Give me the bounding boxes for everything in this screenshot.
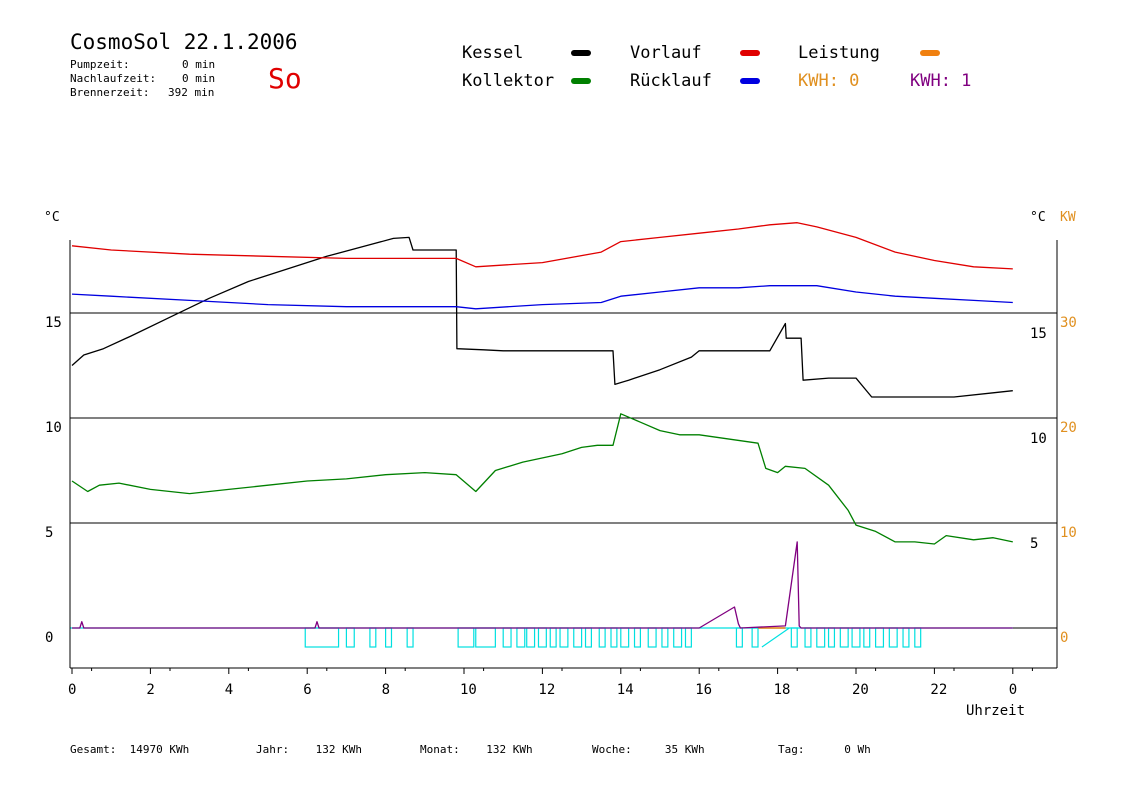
- x-tick-label: 2: [146, 682, 154, 698]
- x-tick-label: 4: [225, 682, 233, 698]
- pump-run: [661, 627, 669, 648]
- footer-monat: Monat: 132 KWh: [420, 743, 533, 756]
- brennerzeit-label: Brennerzeit:: [70, 86, 150, 99]
- pump-run: [369, 627, 377, 648]
- pump-run: [406, 627, 414, 648]
- pump-run: [537, 627, 547, 648]
- legend-vorlauf: Vorlauf: [630, 43, 702, 63]
- weekday-label: So: [268, 62, 302, 95]
- pump-run: [888, 627, 898, 648]
- footer-tag: Tag: 0 Wh: [778, 743, 871, 756]
- pump-run: [345, 627, 355, 648]
- pump-run: [804, 627, 812, 648]
- pump-run: [457, 627, 475, 648]
- chart-series: [70, 222, 1013, 648]
- pump-run: [647, 627, 657, 648]
- pump-run: [610, 627, 618, 648]
- legend-kwh0: KWH: 0: [798, 71, 860, 91]
- x-axis-label: Uhrzeit: [966, 703, 1025, 719]
- footer-woche: Woche: 35 KWh: [592, 743, 705, 756]
- pump-run: [304, 627, 340, 648]
- x-tick-label: 12: [538, 682, 555, 698]
- legend-leistung: Leistung: [798, 43, 880, 63]
- y-tick-label-left: 10: [45, 420, 62, 436]
- y-tick-label-kw: 10: [1060, 525, 1077, 541]
- pump-run: [620, 627, 630, 648]
- y-tick-label-kw: 0: [1060, 630, 1068, 646]
- pump-run: [751, 627, 759, 648]
- x-tick-label: 14: [617, 682, 634, 698]
- y-axis-label-right: °C: [1030, 210, 1046, 225]
- pump-run: [526, 627, 536, 648]
- pump-ramp: [761, 627, 790, 648]
- pump-run: [559, 627, 569, 648]
- x-tick-label: 6: [303, 682, 311, 698]
- legend-kollektor: Kollektor: [462, 71, 555, 91]
- pump-run: [839, 627, 849, 648]
- y-tick-label-left: 15: [45, 315, 62, 331]
- y-tick-label-kw: 30: [1060, 315, 1077, 331]
- pump-run: [735, 627, 743, 648]
- chart-axes: °C °C KW 0 5 10 15 5 10 15 0 10 20 30 0 2 4 6 8 10 12 14 16 18 2…: [44, 210, 1077, 719]
- y-tick-label-left: 0: [45, 630, 53, 646]
- series-kollektor: [71, 413, 1013, 545]
- legend-vorlauf-swatch: [740, 50, 760, 56]
- x-tick-label: 10: [460, 682, 477, 698]
- x-tick-label: 0: [68, 682, 76, 698]
- pump-run: [598, 627, 606, 648]
- pump-run: [385, 627, 393, 648]
- series-kwh1: [72, 541, 1013, 629]
- pumpzeit-label: Pumpzeit:: [70, 58, 130, 71]
- pump-run: [502, 627, 512, 648]
- pump-run: [827, 627, 836, 648]
- pump-run: [584, 627, 593, 648]
- legend-kollektor-swatch: [571, 78, 591, 84]
- x-tick-label: 8: [382, 682, 390, 698]
- pump-run: [549, 627, 557, 648]
- legend-kessel-swatch: [571, 50, 591, 56]
- y-tick-label-right: 10: [1030, 431, 1047, 447]
- chart-title: CosmoSol 22.1.2006: [70, 30, 298, 54]
- legend-kessel: Kessel: [462, 43, 524, 63]
- pump-run: [633, 627, 642, 648]
- pump-run: [516, 627, 526, 648]
- y-axis-label-right-kw: KW: [1060, 210, 1076, 225]
- x-tick-label: 18: [774, 682, 791, 698]
- nachlaufzeit-value: 0 min: [182, 72, 216, 85]
- pump-run: [790, 627, 798, 648]
- y-tick-label-right: 5: [1030, 536, 1038, 552]
- pumpzeit-value: 0 min: [182, 58, 216, 71]
- x-tick-label: 16: [695, 682, 712, 698]
- x-tick-label: 22: [930, 682, 947, 698]
- footer-jahr: Jahr: 132 KWh: [256, 743, 362, 756]
- pump-run: [816, 627, 826, 648]
- y-tick-label-right: 15: [1030, 326, 1047, 342]
- pump-run: [573, 627, 583, 648]
- y-tick-label-kw: 20: [1060, 420, 1077, 436]
- pump-run: [902, 627, 910, 648]
- pump-run: [874, 627, 885, 648]
- series-vorlauf: [71, 222, 1013, 270]
- footer-gesamt: Gesamt: 14970 KWh: [70, 743, 190, 756]
- chart-grid: [70, 312, 1057, 629]
- pump-run: [914, 627, 922, 648]
- brennerzeit-value: 392 min: [168, 86, 215, 99]
- pump-run: [673, 627, 683, 648]
- legend-ruecklauf: Rücklauf: [630, 71, 712, 91]
- y-axis-label-left: °C: [44, 210, 60, 225]
- x-tick-label: 20: [852, 682, 869, 698]
- nachlaufzeit-label: Nachlaufzeit:: [70, 72, 157, 85]
- x-tick-label: 0: [1009, 682, 1017, 698]
- pump-run: [475, 627, 496, 648]
- legend-ruecklauf-swatch: [740, 78, 760, 84]
- legend-leistung-swatch: [920, 50, 940, 56]
- pump-run: [851, 627, 861, 648]
- pump-run: [684, 627, 692, 648]
- series-kessel: [71, 236, 1013, 398]
- series-ruecklauf: [71, 285, 1013, 310]
- pump-run: [863, 627, 871, 648]
- legend-kwh1: KWH: 1: [910, 71, 972, 91]
- y-tick-label-left: 5: [45, 525, 53, 541]
